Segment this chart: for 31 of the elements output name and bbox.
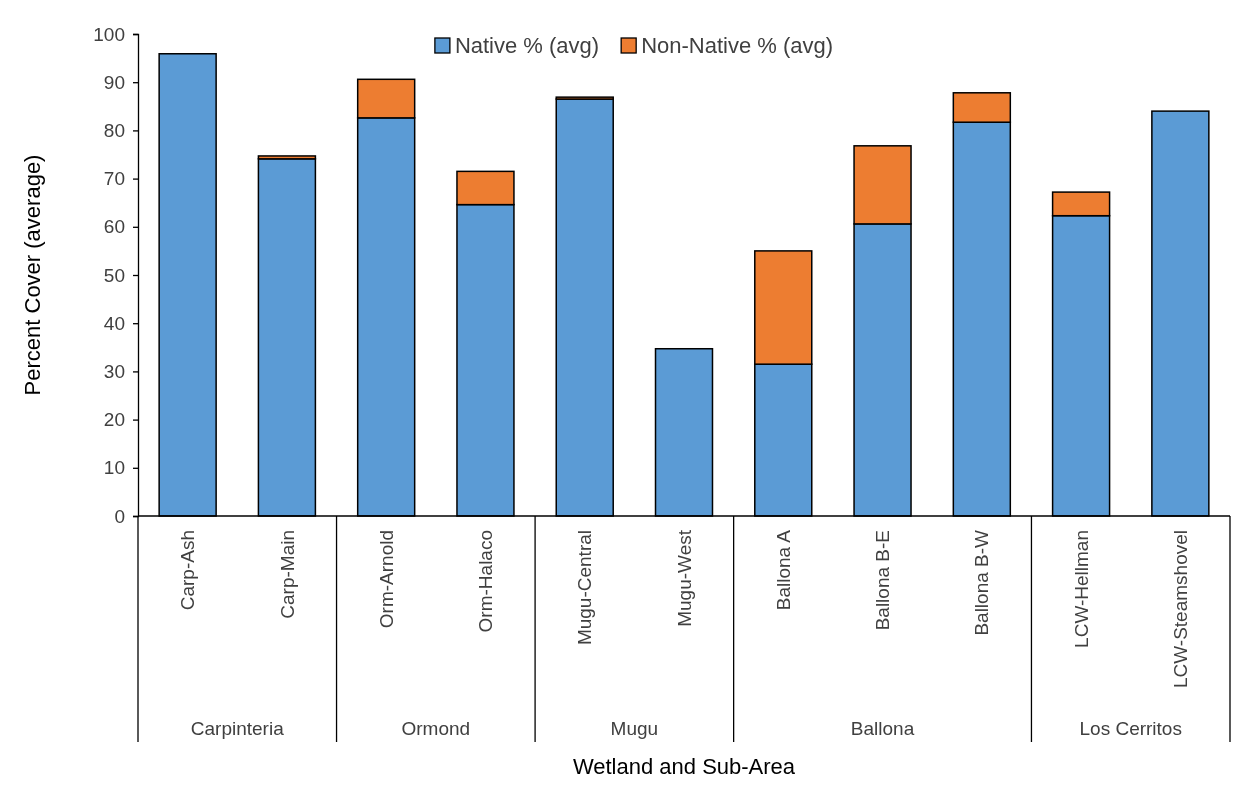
- x-tick-label: Orm-Arnold: [375, 530, 397, 629]
- y-tick-label: 0: [114, 505, 125, 527]
- text: Mugu: [610, 718, 659, 739]
- y-tick-label: 30: [103, 360, 125, 382]
- text: Ormond: [401, 718, 471, 739]
- y-axis-title: Percent Cover (average): [20, 154, 45, 396]
- text: Ballona: [850, 718, 915, 739]
- x-axis-title: Wetland and Sub-Area: [572, 754, 796, 779]
- x-tick-label: Ballona B-W: [971, 529, 993, 636]
- x-tick-label: Carp-Main: [276, 530, 298, 619]
- x-tick-label: LCW-Hellman: [1070, 530, 1092, 648]
- y-tick-label: 90: [103, 71, 125, 93]
- y-tick-label: 40: [103, 312, 125, 334]
- y-tick-label: 80: [103, 119, 125, 141]
- x-tick-label: Ballona B-E: [872, 530, 894, 631]
- text: Los Cerritos: [1079, 718, 1182, 739]
- x-tick-label: Carp-Ash: [177, 530, 199, 611]
- y-tick-label: 70: [103, 168, 125, 190]
- x-tick-label: Orm-Halaco: [475, 530, 497, 633]
- y-tick-label: 60: [103, 216, 125, 238]
- legend-label: Non-Native % (avg): [641, 33, 834, 58]
- text: Carpinteria: [190, 718, 285, 739]
- x-tick-label: Mugu-Central: [574, 530, 596, 646]
- y-tick-label: 20: [103, 409, 125, 431]
- legend-label: Native % (avg): [454, 33, 600, 58]
- x-tick-label: LCW-Steamshovel: [1170, 530, 1192, 689]
- y-tick-label: 10: [103, 457, 125, 479]
- y-tick-label: 50: [103, 264, 125, 286]
- x-tick-label: Ballona A: [772, 529, 794, 611]
- y-tick-label: 100: [93, 23, 125, 45]
- x-tick-label: Mugu-West: [673, 529, 695, 627]
